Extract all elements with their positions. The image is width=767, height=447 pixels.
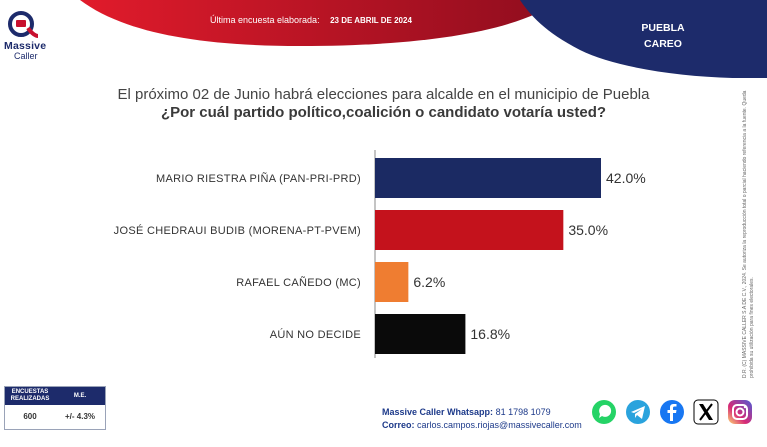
category-label-4: AÚN NO DECIDE bbox=[270, 328, 361, 341]
logo-sub-text: Caller bbox=[14, 51, 38, 61]
logo-mark-icon bbox=[8, 11, 39, 38]
surveys-header: ENCUESTAS REALIZADAS bbox=[10, 389, 50, 402]
question-main: ¿Por cuál partido político,coalición o c… bbox=[160, 104, 607, 121]
region-badge: PUEBLA CAREO bbox=[608, 20, 718, 52]
surveys-value: 600 bbox=[23, 411, 37, 421]
value-label-1: 42.0% bbox=[606, 170, 646, 186]
region-city: PUEBLA bbox=[641, 22, 685, 34]
whatsapp-line: Massive Caller Whatsapp: 81 1798 1079 bbox=[382, 406, 582, 419]
telegram-icon[interactable] bbox=[624, 398, 652, 426]
email-label: Correo: bbox=[382, 420, 415, 430]
category-label-2: JOSÉ CHEDRAUI BUDIB (MORENA-PT-PVEM) bbox=[114, 224, 361, 237]
question-intro: El próximo 02 de Junio habrá elecciones … bbox=[117, 86, 650, 103]
email-line: Correo: carlos.campos.riojas@massivecall… bbox=[382, 419, 582, 432]
methodology-values: 600 +/- 4.3% bbox=[5, 405, 105, 427]
whatsapp-icon[interactable] bbox=[590, 398, 618, 426]
massive-caller-logo bbox=[6, 8, 58, 64]
category-label-1: MARIO RIESTRA PIÑA (PAN-PRI-PRD) bbox=[156, 172, 361, 185]
survey-date-line: Última encuesta elaborada: 23 DE ABRIL D… bbox=[210, 15, 412, 25]
social-icons bbox=[590, 398, 754, 426]
value-label-2: 35.0% bbox=[568, 222, 608, 238]
value-label-3: 6.2% bbox=[413, 274, 445, 290]
banner-shapes bbox=[80, 0, 767, 78]
methodology-box: ENCUESTAS REALIZADAS M.E. 600 +/- 4.3% bbox=[4, 386, 106, 430]
whatsapp-label: Massive Caller Whatsapp: bbox=[382, 407, 494, 417]
margin-header: M.E. bbox=[73, 392, 87, 399]
top-banner: Massive Caller Última encuesta elaborada… bbox=[0, 0, 767, 78]
poll-bar-chart: MARIO RIESTRA PIÑA (PAN-PRI-PRD) 42.0% JOS… bbox=[114, 150, 646, 358]
contact-block: Massive Caller Whatsapp: 81 1798 1079 Co… bbox=[382, 406, 582, 432]
bar-2 bbox=[375, 210, 564, 250]
category-label-3: RAFAEL CAÑEDO (MC) bbox=[236, 276, 361, 289]
instagram-icon[interactable] bbox=[726, 398, 754, 426]
x-icon[interactable] bbox=[692, 398, 720, 426]
logo-brand-text: Massive bbox=[4, 40, 47, 52]
survey-label: Última encuesta elaborada: bbox=[210, 15, 320, 25]
bar-1 bbox=[375, 158, 601, 198]
region-type: CAREO bbox=[644, 38, 682, 50]
methodology-header: ENCUESTAS REALIZADAS M.E. bbox=[5, 387, 105, 405]
value-label-4: 16.8% bbox=[470, 326, 510, 342]
legal-text-wrap: D.R. (C) MASSIVE CALLER S.A DE C.V., 202… bbox=[742, 91, 767, 392]
survey-date: 23 DE ABRIL DE 2024 bbox=[330, 16, 412, 25]
legal-text: D.R. (C) MASSIVE CALLER S.A DE C.V., 202… bbox=[742, 90, 755, 378]
margin-value: +/- 4.3% bbox=[64, 411, 95, 421]
bar-3 bbox=[375, 262, 409, 302]
whatsapp-number[interactable]: 81 1798 1079 bbox=[495, 407, 551, 417]
email-address[interactable]: carlos.campos.riojas@massivecaller.com bbox=[417, 420, 582, 430]
facebook-icon[interactable] bbox=[658, 398, 686, 426]
bar-4 bbox=[375, 314, 466, 354]
